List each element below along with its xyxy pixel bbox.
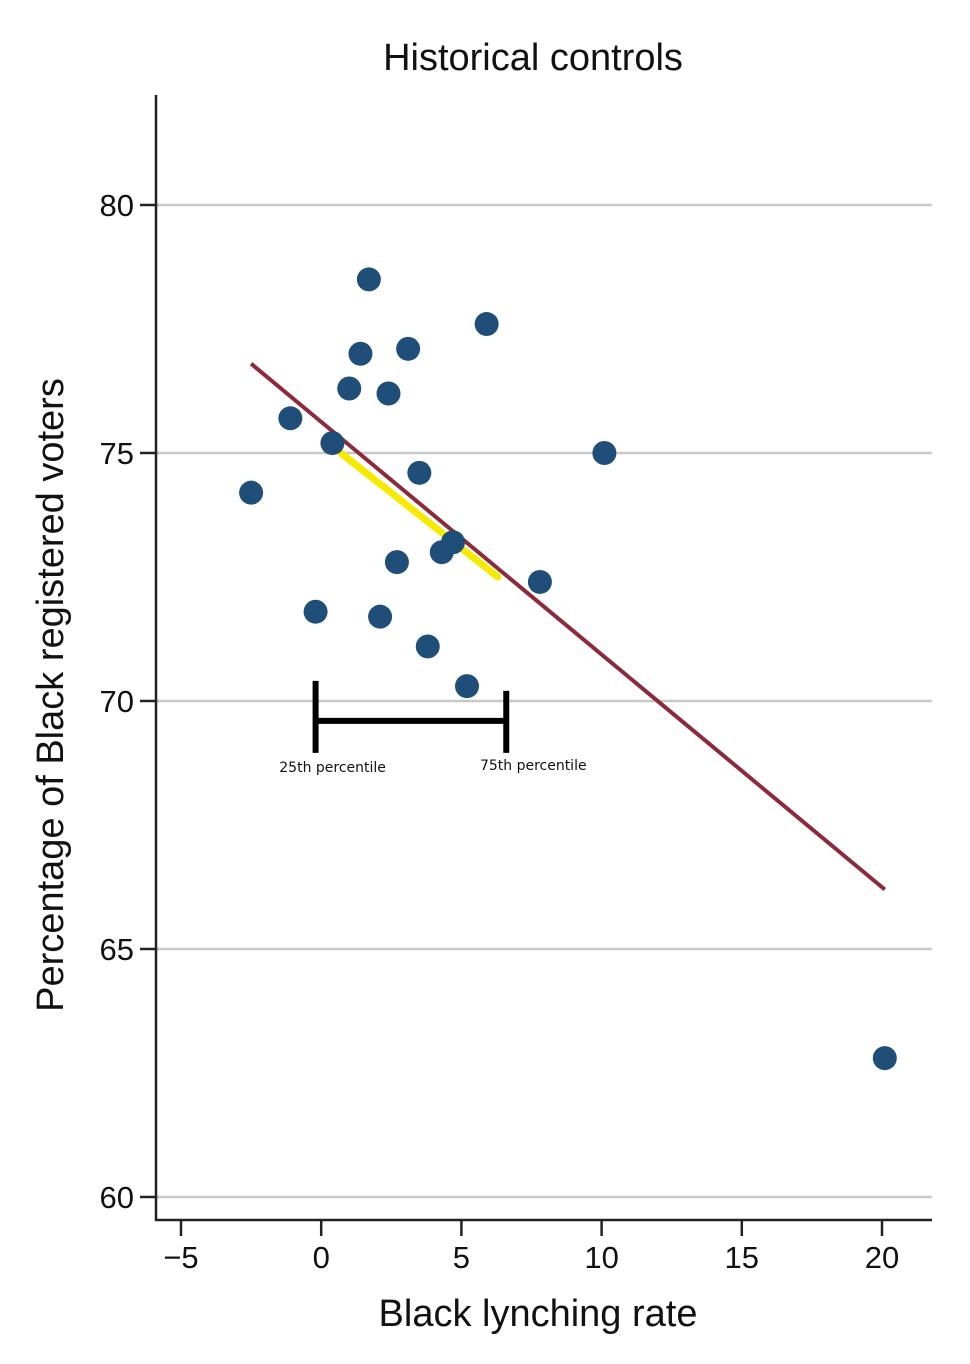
- label-25th-percentile: 25th percentile: [279, 760, 386, 776]
- fit-line: [249, 362, 887, 892]
- data-point-8: [376, 381, 401, 406]
- x-tick-label-3: 10: [584, 1240, 618, 1275]
- highlight-layer: [337, 449, 502, 581]
- data-point-3: [320, 431, 345, 456]
- x-tick-label-1: 0: [313, 1240, 330, 1275]
- points-layer: [239, 267, 897, 1071]
- data-point-4: [337, 376, 362, 401]
- data-point-0: [239, 480, 264, 505]
- data-point-11: [407, 460, 432, 485]
- fit-line-layer: [249, 362, 887, 892]
- data-point-10: [396, 336, 421, 361]
- chart-title: Historical controls: [383, 37, 683, 79]
- x-tick-label-2: 5: [453, 1240, 470, 1275]
- data-point-14: [440, 530, 465, 555]
- gridlines: [156, 203, 932, 1199]
- y-tick-label-3: 75: [100, 436, 134, 471]
- data-point-6: [356, 267, 381, 292]
- axes: 60 65 70 75 80 −5 0 5 10 15 20: [100, 95, 932, 1275]
- y-tick-label-4: 80: [100, 188, 134, 223]
- data-point-15: [455, 674, 480, 699]
- y-axis-label: Percentage of Black registered voters: [30, 378, 72, 1012]
- x-tick-label-5: 20: [865, 1240, 899, 1275]
- data-point-2: [303, 599, 328, 624]
- x-tick-label-0: −5: [163, 1240, 198, 1275]
- data-point-17: [527, 569, 552, 594]
- y-tick-label-0: 60: [100, 1180, 134, 1215]
- data-point-5: [348, 341, 373, 366]
- highlight-segment: [337, 449, 502, 581]
- data-point-9: [384, 550, 409, 575]
- data-point-16: [474, 312, 499, 337]
- x-axis-label: Black lynching rate: [379, 1293, 698, 1335]
- percentile-bracket: 25th percentile 75th percentile: [279, 680, 587, 776]
- data-point-12: [415, 634, 440, 659]
- data-point-18: [592, 441, 617, 465]
- y-tick-label-1: 65: [100, 932, 134, 967]
- data-point-1: [278, 406, 303, 431]
- x-tick-label-4: 15: [725, 1240, 759, 1275]
- data-point-7: [368, 604, 393, 629]
- data-point-19: [872, 1046, 897, 1071]
- y-tick-label-2: 70: [100, 684, 134, 719]
- label-75th-percentile: 75th percentile: [480, 758, 587, 774]
